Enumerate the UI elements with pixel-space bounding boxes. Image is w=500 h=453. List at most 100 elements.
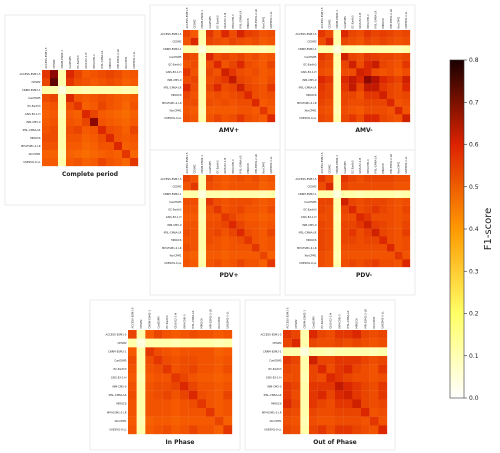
row-tick-label: EC-Earth3 [114, 367, 127, 371]
heatmap-cell [333, 37, 342, 46]
heatmap-cell [136, 425, 146, 435]
heatmap-cell [309, 330, 318, 339]
row-tick-label: MPI-ESM1-2-LR [162, 101, 182, 105]
heatmap-cell [130, 158, 139, 167]
heatmap-cell [387, 228, 395, 237]
heatmap-cell [348, 251, 357, 260]
heatmap-cell [379, 91, 388, 100]
heatmap-cell [42, 78, 51, 87]
heatmap-cell [252, 106, 260, 115]
row-tick-label: CNRM-ESM2-1 [22, 88, 41, 92]
heatmap-cell [180, 408, 189, 417]
colorbar-tick-label: 0.8 [469, 57, 479, 64]
column-tick-label: UKESM1-0-LL [404, 11, 408, 29]
heatmap-cell [213, 106, 222, 115]
heatmap-cell [318, 114, 326, 123]
heatmap-cell [236, 91, 245, 100]
heatmap-cell [197, 425, 207, 435]
heatmap-cell [213, 244, 222, 252]
heatmap-cell [190, 91, 199, 100]
heatmap-cell [379, 205, 388, 214]
heatmap-cell [402, 198, 411, 206]
heatmap-cell [317, 338, 327, 348]
heatmap-cell [252, 221, 260, 229]
heatmap-cell [190, 213, 199, 222]
heatmap-cell [348, 175, 357, 183]
heatmap-cell [325, 30, 334, 38]
heatmap-cell [378, 373, 388, 383]
heatmap-cell [74, 70, 83, 79]
heatmap-cell [352, 382, 362, 391]
heatmap-cell [136, 338, 146, 348]
row-tick-label: UKESM1-0-LL [23, 160, 41, 164]
column-tick-label: GISS-E2-1-H [358, 13, 362, 29]
heatmap-cell [325, 198, 334, 206]
heatmap-cell [364, 45, 372, 54]
heatmap-cell [90, 102, 99, 111]
heatmap-cell [267, 45, 276, 54]
row-tick-label: NorCPM1 [29, 152, 41, 156]
heatmap-cell [114, 150, 123, 159]
heatmap-cell [214, 338, 224, 348]
row-tick-label: CESM2 [32, 80, 41, 84]
heatmap-cell [106, 150, 115, 159]
heatmap-cell [341, 30, 349, 38]
column-tick-label: CESM2 [328, 19, 332, 28]
heatmap-cell [198, 175, 207, 183]
heatmap-cell [402, 37, 411, 46]
heatmap-cell [244, 68, 253, 77]
heatmap-cell [348, 205, 357, 214]
heatmap-cell [252, 91, 260, 100]
heatmap-cell [379, 236, 388, 245]
heatmap-cell [326, 338, 336, 348]
heatmap-cell [50, 102, 59, 111]
row-tick-label: CESM2 [273, 341, 282, 345]
heatmap-cell [82, 158, 91, 167]
heatmap-cell [130, 94, 139, 103]
heatmap-cell [267, 221, 276, 229]
heatmap-cell [341, 99, 349, 107]
heatmap-cell [197, 390, 207, 400]
heatmap-cell [318, 244, 326, 252]
heatmap-cell [136, 364, 146, 374]
heatmap-cell [252, 114, 260, 123]
heatmap-cell [267, 244, 276, 252]
heatmap-cell [387, 221, 395, 229]
heatmap-cell [221, 68, 230, 77]
heatmap-cell [333, 244, 342, 252]
row-tick-label: MIROC6 [306, 238, 317, 242]
heatmap-cell [361, 347, 370, 357]
panel-title: PDV+ [219, 272, 238, 279]
heatmap-cell [221, 83, 230, 92]
heatmap-cell [122, 70, 131, 79]
heatmap-cell [229, 228, 237, 237]
heatmap-cell [394, 198, 403, 206]
heatmap-cell [356, 190, 365, 199]
heatmap-cell [206, 68, 214, 77]
row-tick-label: MPI-ESM1-2-LR [21, 144, 41, 148]
heatmap-cell [122, 142, 131, 151]
heatmap-cell [267, 198, 276, 206]
heatmap-cell [213, 205, 222, 214]
heatmap-cell [206, 198, 214, 206]
heatmap-cell [348, 236, 357, 245]
heatmap-cell [198, 182, 207, 191]
heatmap-cell [58, 86, 67, 95]
heatmap-cell [82, 134, 91, 143]
heatmap-cell [221, 175, 230, 183]
column-tick-label: UKESM1-0-LL [381, 311, 385, 329]
heatmap-cell [190, 68, 199, 77]
heatmap-cell [283, 425, 292, 435]
heatmap-cell [154, 330, 163, 339]
heatmap-cell [335, 425, 344, 435]
heatmap-cell [90, 134, 99, 143]
heatmap-cell [379, 251, 388, 260]
heatmap-cell [356, 68, 365, 77]
heatmap-cell [378, 382, 388, 391]
heatmap-cell [348, 68, 357, 77]
heatmap-cell [198, 83, 207, 92]
heatmap-cell [223, 382, 233, 391]
heatmap-cell [318, 68, 326, 77]
heatmap-cell [114, 158, 123, 167]
